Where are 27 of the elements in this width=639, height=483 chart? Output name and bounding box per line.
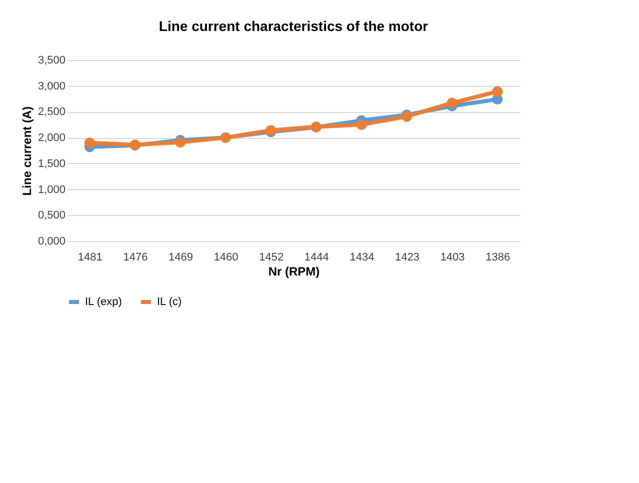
x-tick-label: 1386 xyxy=(486,252,510,264)
point xyxy=(356,119,367,130)
y-tick-label: 0,000 xyxy=(38,236,66,248)
legend-label: IL (c) xyxy=(157,296,182,308)
y-tick-label: 3,500 xyxy=(38,54,66,66)
x-tick-label: 1444 xyxy=(304,252,329,264)
y-tick-label: 1,000 xyxy=(38,184,66,196)
x-tick-label: 1460 xyxy=(214,252,238,264)
x-tick-label: 1423 xyxy=(395,252,420,264)
x-tick-label: 1469 xyxy=(168,252,193,264)
y-tick-label: 2,500 xyxy=(38,106,66,118)
point xyxy=(84,138,95,148)
y-tick-label: 1,500 xyxy=(38,158,66,170)
point xyxy=(492,86,503,97)
y-tick-label: 3,000 xyxy=(38,80,66,92)
x-tick-label: 1481 xyxy=(78,252,102,264)
y-axis-title: Line current (A) xyxy=(20,106,34,196)
point xyxy=(446,98,458,108)
y-tick-label: 0,500 xyxy=(38,210,66,222)
x-tick-label: 1434 xyxy=(350,252,374,264)
x-axis-title: Nr (RPM) xyxy=(268,264,320,278)
x-tick-label: 1476 xyxy=(123,252,148,264)
y-tick-label: 2,000 xyxy=(38,132,66,144)
chart-title: Line current characteristics of the motor xyxy=(158,18,429,34)
x-tick-label: 1452 xyxy=(259,252,284,264)
legend-label: IL (exp) xyxy=(85,296,122,308)
x-tick-label: 1403 xyxy=(440,252,465,264)
